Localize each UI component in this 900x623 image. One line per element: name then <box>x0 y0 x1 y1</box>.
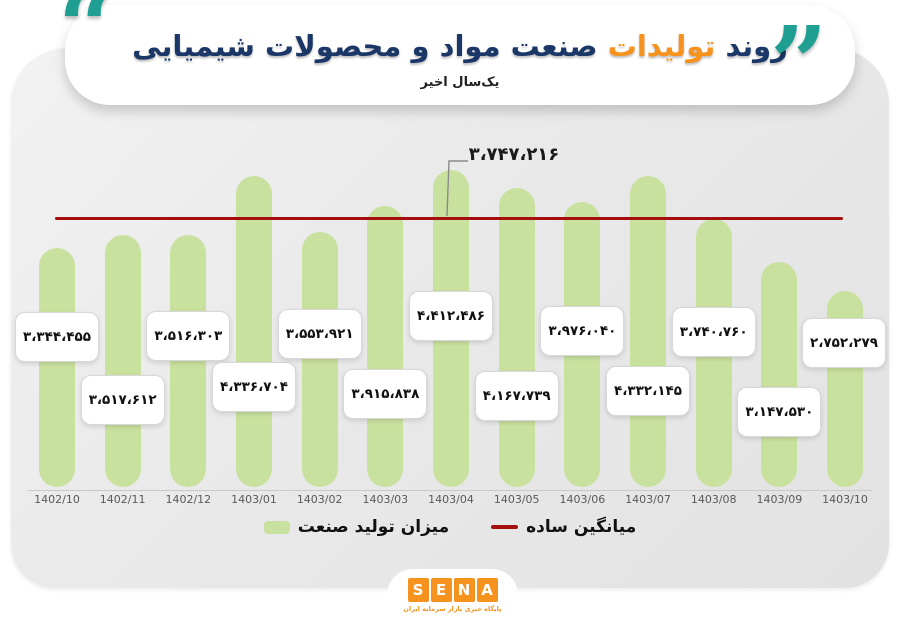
value-label: ۴،۳۳۲،۱۴۵ <box>606 366 691 416</box>
legend-item-average: میانگین ساده <box>491 517 636 537</box>
logo-tile: S <box>407 578 429 602</box>
value-label: ۳،۹۷۶،۰۴۰ <box>540 306 625 356</box>
value-label: ۴،۴۱۲،۴۸۶ <box>409 291 494 341</box>
quote-open-icon: ” <box>770 4 828 122</box>
legend-label-average: میانگین ساده <box>526 517 637 537</box>
bar <box>104 235 141 487</box>
month-label: 1403/10 <box>822 493 868 506</box>
value-label: ۴،۳۳۶،۷۰۴ <box>212 362 296 412</box>
bar <box>630 176 667 487</box>
annotation-leader-icon <box>446 160 468 217</box>
bar <box>367 206 404 487</box>
month-label: 1403/08 <box>690 493 737 506</box>
bar <box>301 232 338 487</box>
value-label: ۴،۱۶۷،۷۳۹ <box>474 371 559 421</box>
value-label: ۳،۷۴۰،۷۶۰ <box>671 307 756 357</box>
average-line <box>55 216 843 220</box>
bar <box>498 187 535 487</box>
bar <box>39 247 75 487</box>
value-label: ۳،۵۱۷،۶۱۲ <box>80 375 165 425</box>
month-label: 1402/11 <box>99 493 146 506</box>
x-axis-line <box>28 490 872 491</box>
average-value-annotation: ۳،۷۴۷،۲۱۶ <box>468 144 560 165</box>
logo-tile: E <box>430 578 452 602</box>
value-label: ۲،۷۵۲،۲۷۹ <box>802 318 886 368</box>
page-title: روند تولیدات صنعت مواد و محصولات شیمیایی <box>65 29 855 63</box>
value-label: ۳،۳۴۴،۴۵۵ <box>15 312 99 362</box>
value-label: ۳،۹۱۵،۸۳۸ <box>343 369 428 419</box>
month-label: 1403/09 <box>756 493 803 506</box>
month-label: 1403/01 <box>231 493 277 506</box>
title-rest: صنعت مواد و محصولات شیمیایی <box>132 29 598 63</box>
bar-swatch-icon <box>263 520 290 534</box>
logo-tile: N <box>453 578 475 602</box>
month-label: 1402/10 <box>34 493 80 506</box>
month-label: 1403/04 <box>428 493 474 506</box>
month-label: 1403/03 <box>362 493 409 506</box>
legend-label-production: میزان تولید صنعت <box>297 517 450 537</box>
month-label: 1403/02 <box>296 493 343 506</box>
title-highlight: تولیدات <box>607 29 716 63</box>
month-label: 1403/06 <box>559 493 606 506</box>
title-word-rond: روند <box>725 29 788 63</box>
value-label: ۳،۵۱۶،۳۰۳ <box>146 311 231 361</box>
header-banner: روند تولیدات صنعت مواد و محصولات شیمیایی… <box>65 5 855 105</box>
month-label: 1403/07 <box>625 493 671 506</box>
month-label: 1402/12 <box>165 493 212 506</box>
bar <box>170 235 207 487</box>
month-label: 1403/05 <box>493 493 540 506</box>
bar <box>761 261 798 487</box>
logo-tile: A <box>476 578 498 602</box>
page-subtitle: یک‌سال اخیر <box>420 75 500 90</box>
value-label: ۳،۱۴۷،۵۳۰ <box>737 387 822 437</box>
legend-item-production: میزان تولید صنعت <box>263 517 450 537</box>
value-label: ۳،۵۵۳،۹۲۱ <box>277 309 362 359</box>
bar <box>236 175 272 487</box>
quote-close-icon: “ <box>58 0 116 86</box>
line-swatch-icon <box>491 525 519 529</box>
chart-legend: میزان تولید صنعت میانگین ساده <box>0 510 900 544</box>
logo-subtext: پایگاه خبری بازار سرمایه ایران <box>403 605 502 613</box>
